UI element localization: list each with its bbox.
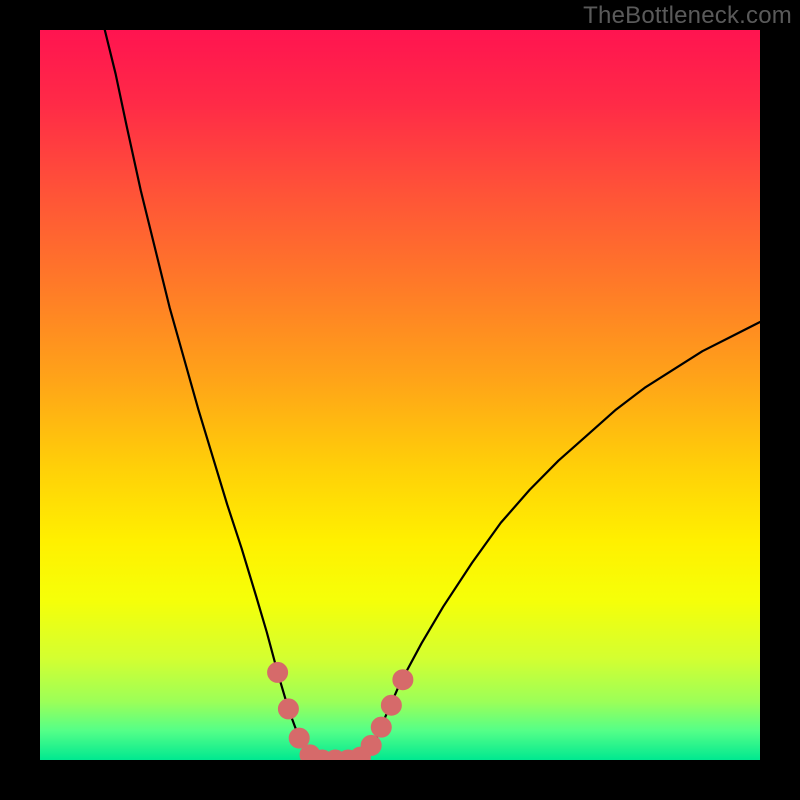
plot-gradient-background	[40, 30, 760, 760]
highlight-marker	[268, 662, 288, 682]
highlight-marker	[289, 728, 309, 748]
chart-container: TheBottleneck.com	[0, 0, 800, 800]
highlight-marker	[278, 699, 298, 719]
bottleneck-curve-chart	[0, 0, 800, 800]
highlight-marker	[393, 670, 413, 690]
highlight-marker	[361, 735, 381, 755]
highlight-marker	[371, 717, 391, 737]
highlight-marker	[381, 695, 401, 715]
